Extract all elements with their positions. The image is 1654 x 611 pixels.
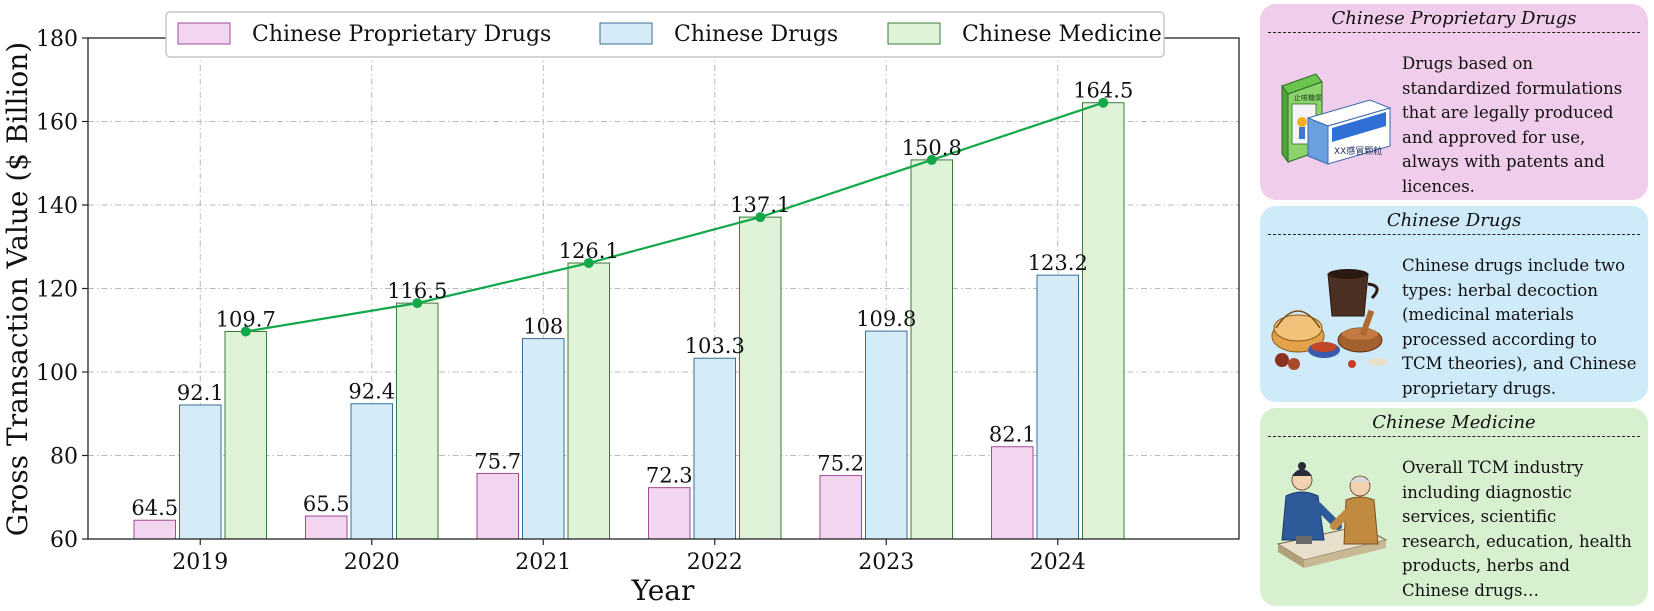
trend-line bbox=[240, 97, 1109, 337]
bar-chinese-drugs-2024 bbox=[1036, 274, 1079, 540]
value-label-proprietary-2023: 75.2 bbox=[817, 452, 864, 476]
doctor-consultation-icon bbox=[1276, 462, 1388, 568]
value-label-chinese-medicine-2022: 137.1 bbox=[730, 193, 790, 217]
legend-swatch-proprietary bbox=[177, 22, 231, 45]
value-label-chinese-medicine-2021: 126.1 bbox=[559, 239, 619, 263]
y-tick-label: 80 bbox=[50, 445, 78, 470]
x-tick-label: 2024 bbox=[1030, 550, 1086, 575]
value-label-chinese-medicine-2023: 150.8 bbox=[902, 136, 962, 160]
value-label-chinese-drugs-2023: 109.8 bbox=[856, 307, 916, 331]
value-label-chinese-medicine-2020: 116.5 bbox=[387, 279, 447, 303]
legend-label-chinese-medicine: Chinese Medicine bbox=[962, 22, 1162, 47]
y-axis-title: Gross Transaction Value ($ Billion) bbox=[1, 42, 34, 536]
value-label-chinese-medicine-2019: 109.7 bbox=[216, 308, 276, 332]
x-tick-label: 2023 bbox=[858, 550, 914, 575]
bar-chinese-medicine-2020 bbox=[396, 302, 439, 540]
info-card-proprietary-drugs: Chinese Proprietary Drugs 止咳糖浆 XX感冒颗粒 Dr… bbox=[1260, 4, 1648, 200]
legend-swatch-chinese-drugs bbox=[599, 22, 653, 45]
info-card-chinese-drugs: Chinese Drugs Chinese drugs include two … bbox=[1260, 206, 1648, 402]
trend-point-2021 bbox=[583, 258, 594, 269]
bar-proprietary-2020 bbox=[305, 515, 348, 540]
x-axis-title: Year bbox=[631, 574, 695, 607]
value-label-chinese-medicine-2024: 164.5 bbox=[1073, 79, 1133, 103]
trend-point-2020 bbox=[412, 298, 423, 309]
card-title: Chinese Drugs bbox=[1386, 210, 1522, 231]
bar-chinese-medicine-2024 bbox=[1082, 102, 1125, 540]
value-label-chinese-drugs-2021: 108 bbox=[523, 315, 563, 339]
bar-chinese-drugs-2020 bbox=[350, 403, 393, 540]
y-axis-ticks: 60 80 100 120 140 160 180 bbox=[36, 27, 88, 553]
legend-swatch-chinese-medicine bbox=[887, 22, 941, 45]
bar-proprietary-2024 bbox=[991, 446, 1034, 540]
value-label-proprietary-2019: 64.5 bbox=[131, 496, 178, 520]
bar-chinese-drugs-2023 bbox=[865, 330, 908, 540]
medicine-boxes-icon: 止咳糖浆 XX感冒颗粒 bbox=[1281, 73, 1392, 165]
value-label-chinese-drugs-2024: 123.2 bbox=[1028, 251, 1088, 275]
x-tick-label: 2022 bbox=[687, 550, 743, 575]
bar-proprietary-2021 bbox=[476, 472, 519, 540]
bar-chinese-medicine-2023 bbox=[910, 159, 953, 540]
bars bbox=[133, 102, 1125, 540]
y-tick-label: 60 bbox=[50, 528, 78, 553]
value-label-proprietary-2024: 82.1 bbox=[989, 423, 1036, 447]
card-divider bbox=[1268, 234, 1640, 235]
value-label-chinese-drugs-2019: 92.1 bbox=[177, 381, 224, 405]
y-tick-label: 140 bbox=[36, 194, 78, 219]
legend-label-chinese-drugs: Chinese Drugs bbox=[674, 22, 838, 47]
y-tick-label: 180 bbox=[36, 27, 78, 52]
legend: Chinese Proprietary Drugs Chinese Drugs … bbox=[165, 11, 1165, 58]
herbs-and-mortar-icon bbox=[1271, 269, 1388, 370]
y-tick-label: 100 bbox=[36, 361, 78, 386]
bar-proprietary-2022 bbox=[648, 487, 691, 540]
value-label-chinese-drugs-2020: 92.4 bbox=[348, 380, 395, 404]
x-tick-label: 2019 bbox=[172, 550, 228, 575]
trend-point-2019 bbox=[240, 326, 251, 337]
y-tick-label: 120 bbox=[36, 278, 78, 303]
bar-chinese-medicine-2022 bbox=[739, 216, 782, 540]
trend-point-2022 bbox=[755, 212, 766, 223]
x-tick-label: 2021 bbox=[515, 550, 571, 575]
bar-chart: 64.5 65.5 75.7 72.3 75.2 82.1 92.1 92.4 108 103.3… bbox=[1, 11, 1240, 607]
card-divider bbox=[1268, 436, 1640, 437]
info-card-chinese-medicine: Chinese Medicine Overall TCM industry in… bbox=[1260, 408, 1648, 606]
card-title: Chinese Proprietary Drugs bbox=[1331, 8, 1577, 29]
bar-proprietary-2019 bbox=[133, 519, 176, 540]
granule-box-label: XX感冒颗粒 bbox=[1334, 145, 1382, 157]
bar-chinese-drugs-2021 bbox=[522, 338, 565, 540]
bar-proprietary-2023 bbox=[819, 475, 862, 540]
x-tick-label: 2020 bbox=[344, 550, 400, 575]
card-divider bbox=[1268, 32, 1640, 33]
bar-chinese-drugs-2022 bbox=[693, 357, 736, 540]
card-description: Overall TCM industry including diagnosti… bbox=[1402, 458, 1632, 600]
value-labels: 64.5 65.5 75.7 72.3 75.2 82.1 92.1 92.4 108 103.3… bbox=[131, 79, 1133, 521]
y-tick-label: 160 bbox=[36, 111, 78, 136]
bar-chinese-medicine-2019 bbox=[224, 331, 267, 540]
value-label-chinese-drugs-2022: 103.3 bbox=[685, 334, 745, 358]
card-title: Chinese Medicine bbox=[1372, 412, 1536, 433]
value-label-proprietary-2021: 75.7 bbox=[474, 449, 521, 473]
bar-chinese-medicine-2021 bbox=[567, 262, 610, 540]
value-label-proprietary-2020: 65.5 bbox=[303, 492, 350, 516]
card-description: Drugs based on standardized formulations… bbox=[1402, 54, 1623, 196]
trend-point-2023 bbox=[926, 154, 937, 165]
value-label-proprietary-2022: 72.3 bbox=[646, 464, 693, 488]
trend-line-path bbox=[245, 101, 1104, 333]
legend-label-proprietary: Chinese Proprietary Drugs bbox=[252, 22, 551, 47]
card-description: Chinese drugs include two types: herbal … bbox=[1402, 256, 1637, 398]
bar-chinese-drugs-2019 bbox=[179, 404, 222, 540]
trend-point-2024 bbox=[1098, 97, 1109, 108]
x-axis-ticks: 2019 2020 2021 2022 2023 2024 bbox=[172, 539, 1086, 575]
syrup-box-label: 止咳糖浆 bbox=[1294, 93, 1322, 102]
